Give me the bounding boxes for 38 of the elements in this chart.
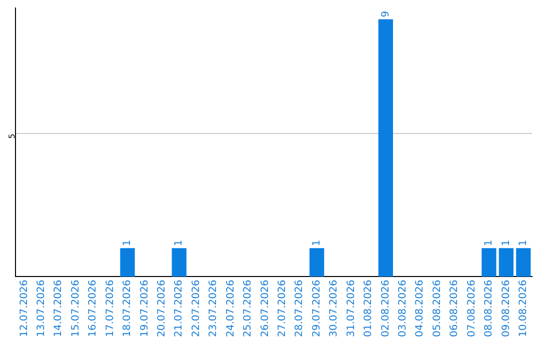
x-tick-label: 01.08.2026 — [363, 280, 374, 338]
x-tick-label: 10.08.2026 — [518, 280, 529, 338]
x-tick-label: 08.08.2026 — [484, 280, 495, 338]
x-tick-label: 04.08.2026 — [414, 280, 426, 338]
x-tick-label: 09.08.2026 — [500, 280, 512, 338]
x-tick-label: 17.07.2026 — [104, 280, 116, 338]
x-tick-label: 06.08.2026 — [449, 280, 460, 338]
x-tick-label: 12.07.2026 — [18, 280, 30, 338]
x-tick-label: 28.07.2026 — [294, 280, 306, 338]
x-tick-label: 25.07.2026 — [242, 280, 254, 338]
x-tick-label: 27.07.2026 — [277, 280, 288, 338]
x-tick-label: 30.07.2026 — [328, 280, 340, 338]
data-label: 1 — [311, 240, 322, 246]
data-label: 1 — [174, 240, 185, 246]
x-tick-label: 20.07.2026 — [156, 280, 168, 338]
x-tick-label: 18.07.2026 — [122, 280, 134, 338]
y-tick-label: 5 — [8, 134, 17, 139]
data-label: 1 — [518, 240, 529, 246]
x-tick-label: 07.08.2026 — [466, 280, 478, 338]
x-tick-label: 14.07.2026 — [53, 280, 64, 338]
x-tick-label: 05.08.2026 — [432, 280, 443, 338]
x-tick-label: 21.07.2026 — [174, 280, 185, 338]
data-label: 9 — [380, 10, 392, 18]
x-tick-label: 19.07.2026 — [139, 280, 150, 338]
x-tick-label: 16.07.2026 — [88, 280, 99, 338]
x-tick-label: 02.08.2026 — [380, 280, 392, 338]
x-tick-label: 13.07.2026 — [36, 280, 48, 338]
x-tick-label: 26.07.2026 — [260, 280, 271, 338]
x-tick-label: 22.07.2026 — [190, 280, 202, 338]
x-tick-label: 23.07.2026 — [208, 280, 220, 338]
x-tick-label: 24.07.2026 — [225, 280, 236, 338]
x-tick-label: 15.07.2026 — [70, 280, 82, 338]
x-tick-label: 29.07.2026 — [311, 280, 322, 338]
x-tick-label: 03.08.2026 — [397, 280, 408, 338]
data-label: 1 — [500, 240, 512, 246]
data-label: 1 — [484, 240, 495, 246]
data-label: 1 — [122, 240, 134, 246]
x-tick-label: 31.07.2026 — [346, 280, 357, 338]
